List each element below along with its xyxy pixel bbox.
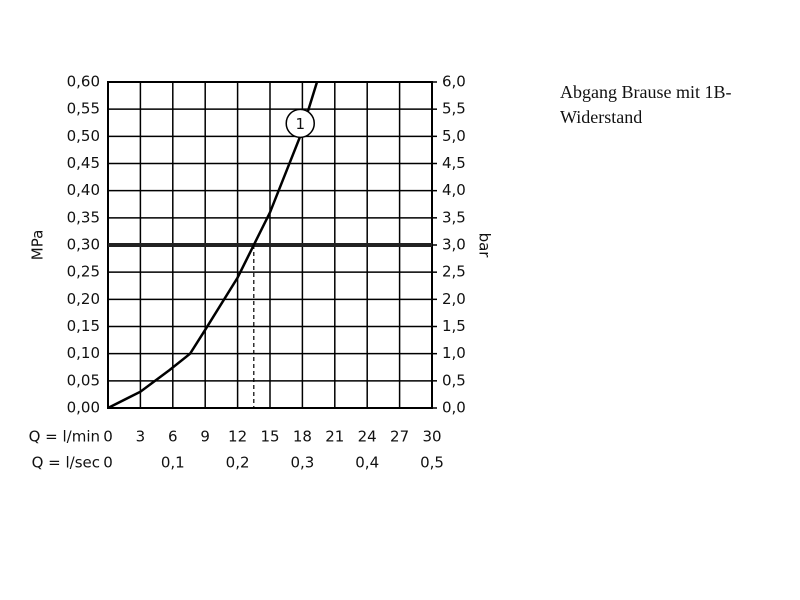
- y-tick-label: 0,50: [67, 127, 100, 145]
- x2-tick-label: 0: [103, 454, 113, 472]
- y2-tick-label: 5,5: [442, 100, 466, 118]
- x2-tick-label: 0,1: [161, 454, 185, 472]
- y2-tick-label: 0,5: [442, 371, 466, 389]
- x-tick-label: 18: [293, 428, 312, 446]
- chart-title: Abgang Brause mit 1B-Widerstand: [560, 82, 732, 127]
- series-label-circle: [285, 108, 315, 139]
- x-tick-label: 15: [260, 428, 279, 446]
- y2-tick-label: 3,5: [442, 208, 466, 226]
- x2-tick-label: 0,2: [226, 454, 250, 472]
- x-tick-label: 6: [168, 428, 178, 446]
- y2-tick-label: 4,0: [442, 181, 466, 199]
- x2-axis-label: Q = l/sec: [32, 454, 100, 472]
- y-tick-label: 0,55: [67, 100, 100, 118]
- x2-tick-label: 0,3: [290, 454, 314, 472]
- x-tick-label: 12: [228, 428, 247, 446]
- y-tick-label: 0,40: [67, 181, 100, 199]
- x-tick-label: 24: [358, 428, 377, 446]
- x2-tick-label: 0,4: [355, 454, 379, 472]
- x2-tick-label: 0,5: [420, 454, 444, 472]
- series-line: [107, 81, 319, 410]
- y-tick-label: 0,00: [67, 399, 100, 417]
- y2-tick-label: 2,0: [442, 290, 466, 308]
- x-tick-label: 30: [422, 428, 441, 446]
- y2-tick-label: 2,5: [442, 263, 466, 281]
- x-tick-label: 3: [136, 428, 146, 446]
- y-tick-label: 0,20: [67, 290, 100, 308]
- y2-tick-label: 5,0: [442, 127, 466, 145]
- x-axis-label: Q = l/min: [29, 428, 100, 446]
- y2-tick-label: 3,0: [442, 236, 466, 254]
- y-tick-label: 0,10: [67, 344, 100, 362]
- y2-tick-label: 6,0: [442, 73, 466, 91]
- y-tick-label: 0,60: [67, 73, 100, 91]
- x-tick-label: 21: [325, 428, 344, 446]
- y-tick-label: 0,35: [67, 208, 100, 226]
- y2-tick-label: 1,0: [442, 344, 466, 362]
- x-tick-label: 27: [390, 428, 409, 446]
- y-tick-label: 0,25: [67, 263, 100, 281]
- y-tick-label: 0,15: [67, 317, 100, 335]
- y2-tick-label: 1,5: [442, 317, 466, 335]
- y2-tick-label: 4,5: [442, 154, 466, 172]
- y-tick-label: 0,45: [67, 154, 100, 172]
- y-tick-label: 0,05: [67, 371, 100, 389]
- y2-tick-label: 0,0: [442, 399, 466, 417]
- x-tick-label: 0: [103, 428, 113, 446]
- y-tick-label: 0,30: [67, 236, 100, 254]
- y2-axis-label: bar: [476, 233, 494, 259]
- y-axis-label: MPa: [29, 230, 47, 261]
- series-label: 1: [295, 115, 305, 133]
- x-tick-label: 9: [200, 428, 210, 446]
